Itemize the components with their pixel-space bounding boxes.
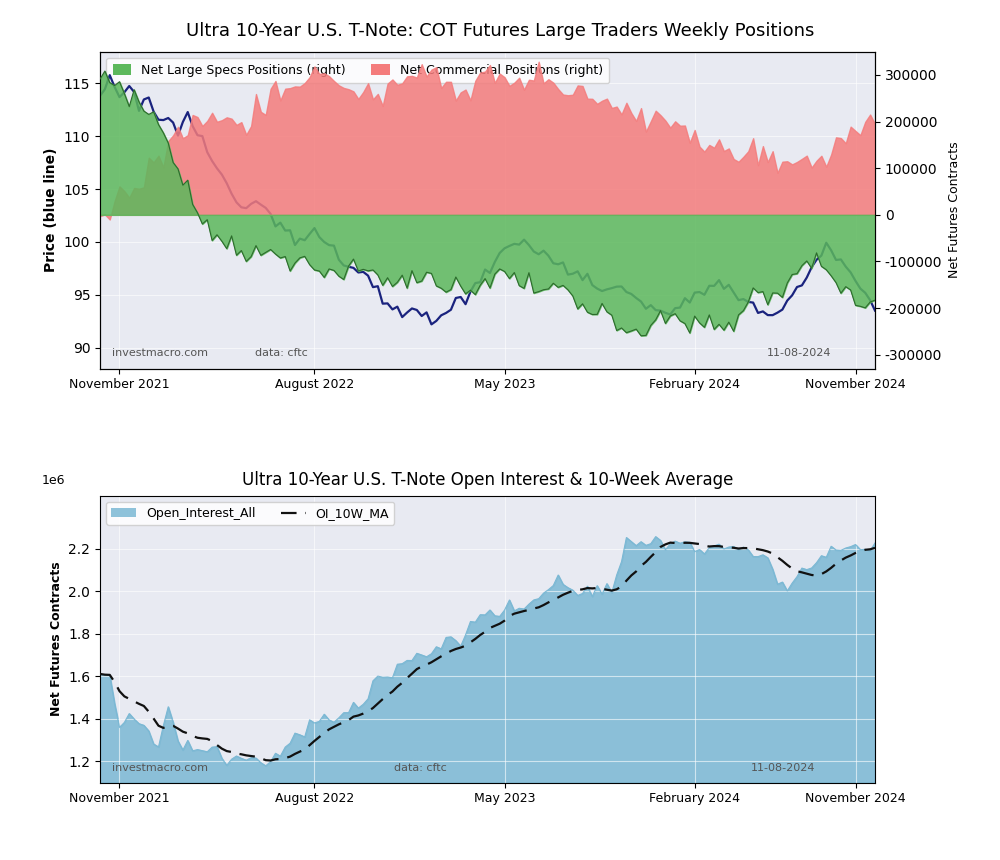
Title: Ultra 10-Year U.S. T-Note Open Interest & 10-Week Average: Ultra 10-Year U.S. T-Note Open Interest … (242, 470, 733, 488)
Text: Ultra 10-Year U.S. T-Note: COT Futures Large Traders Weekly Positions: Ultra 10-Year U.S. T-Note: COT Futures L… (186, 22, 814, 40)
Legend: Open_Interest_All, OI_10W_MA: Open_Interest_All, OI_10W_MA (106, 502, 394, 525)
Text: investmacro.com: investmacro.com (112, 348, 208, 358)
Text: 1e6: 1e6 (42, 474, 65, 487)
Text: 11-08-2024: 11-08-2024 (767, 348, 831, 358)
Legend: Net Large Specs Positions (right), Net Commercial Positions (right): Net Large Specs Positions (right), Net C… (106, 58, 609, 83)
Text: data: cftc: data: cftc (255, 348, 308, 358)
Y-axis label: Price (blue line): Price (blue line) (44, 148, 58, 273)
Text: 11-08-2024: 11-08-2024 (751, 763, 816, 773)
Y-axis label: Net Futures Contracts: Net Futures Contracts (948, 142, 961, 279)
Text: investmacro.com: investmacro.com (112, 763, 208, 773)
Text: data: cftc: data: cftc (394, 763, 447, 773)
Y-axis label: Net Futures Contracts: Net Futures Contracts (50, 562, 63, 716)
